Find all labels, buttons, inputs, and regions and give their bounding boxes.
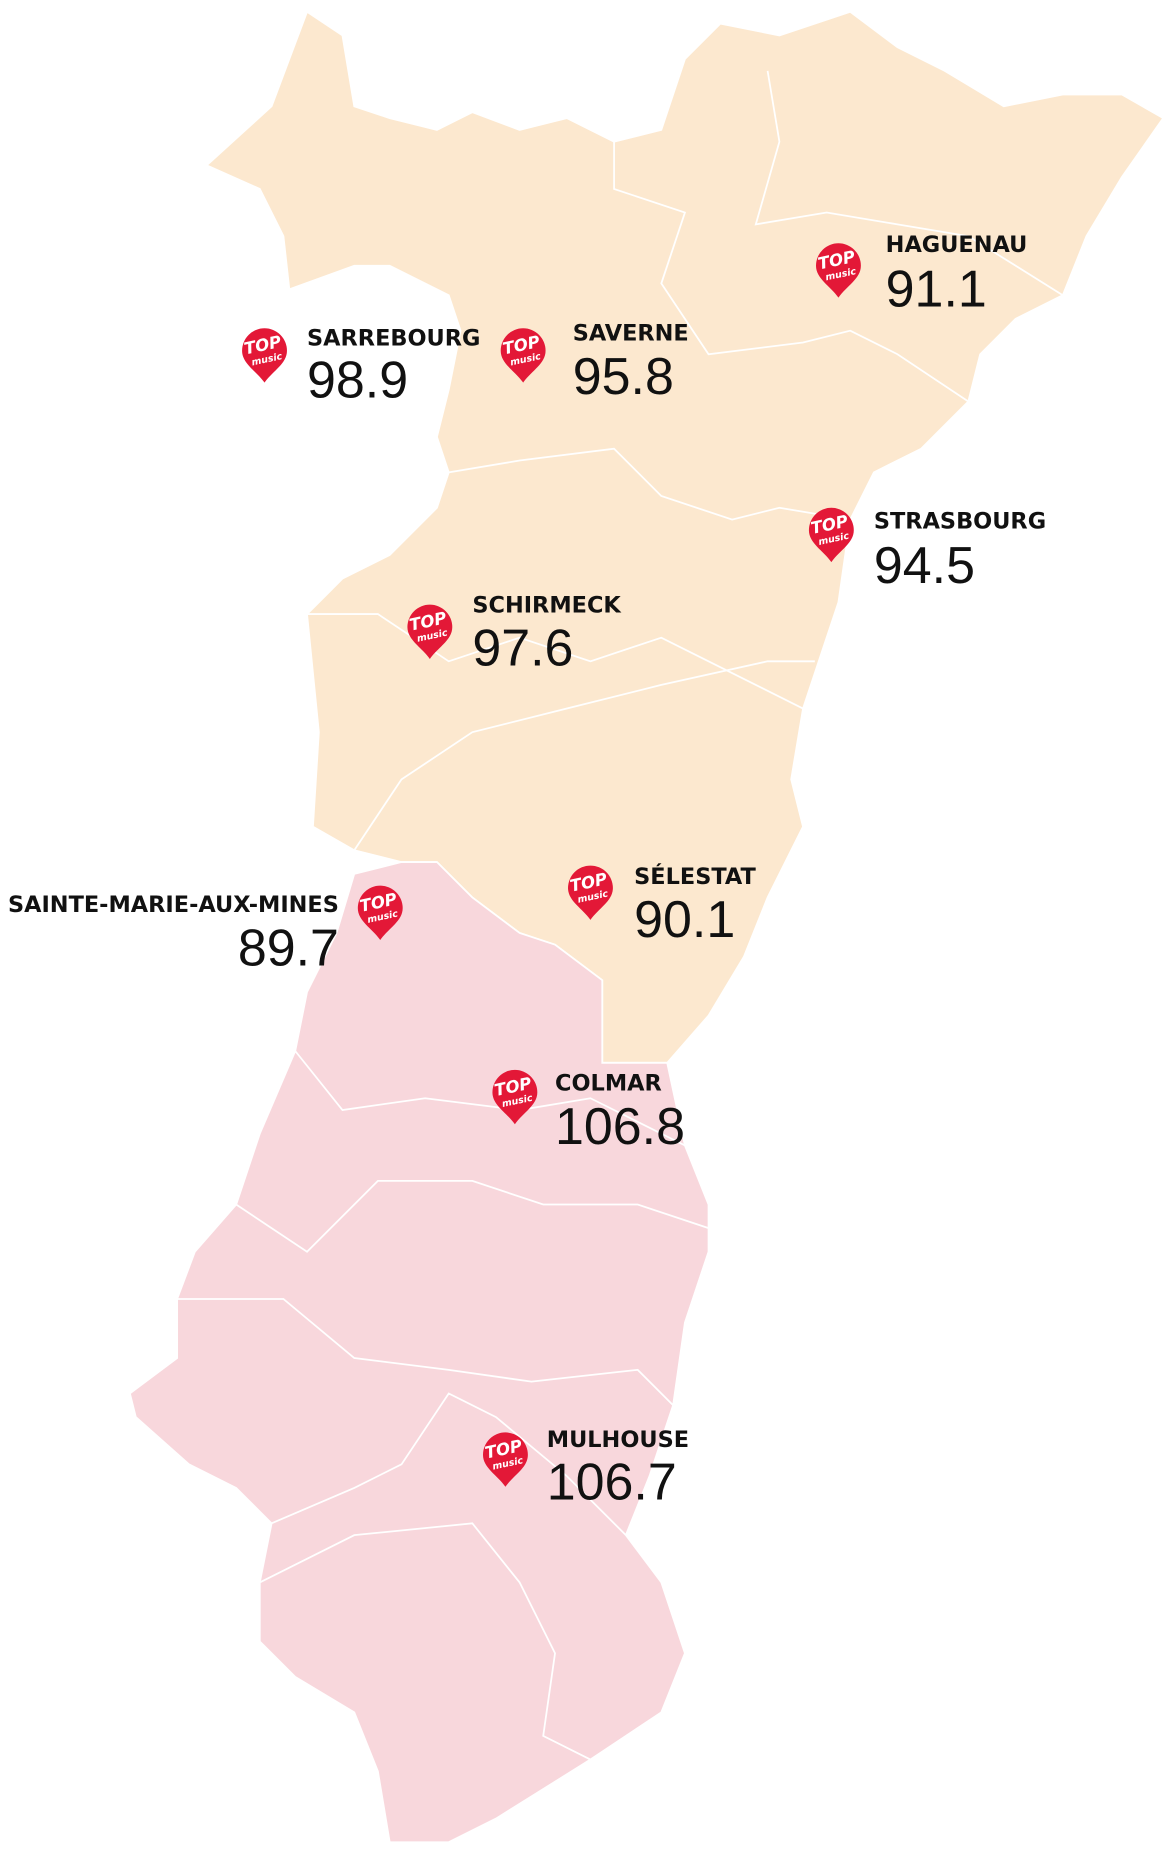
station-name: SÉLESTAT bbox=[634, 862, 756, 890]
pin-shape bbox=[242, 328, 287, 383]
station-name: SARREBOURG bbox=[307, 325, 480, 351]
station-frequency: 106.8 bbox=[555, 1098, 685, 1156]
station-frequency: 97.6 bbox=[472, 620, 573, 678]
station-name: HAGUENAU bbox=[886, 232, 1028, 258]
station-frequency: 106.7 bbox=[547, 1453, 677, 1511]
station-name: MULHOUSE bbox=[547, 1427, 689, 1453]
station-name: COLMAR bbox=[555, 1071, 662, 1097]
pin-shape bbox=[492, 1069, 538, 1125]
region-bas-rhin bbox=[205, 10, 1165, 1064]
station-frequency: 94.5 bbox=[874, 537, 975, 595]
station-name: SAINTE-MARIE-AUX-MINES bbox=[8, 892, 339, 918]
station-name: STRASBOURG bbox=[874, 508, 1046, 534]
station-frequency: 90.1 bbox=[634, 891, 735, 949]
station-frequency: 91.1 bbox=[886, 261, 987, 319]
station-name: SAVERNE bbox=[573, 321, 689, 347]
station-frequency: 95.8 bbox=[573, 348, 674, 406]
station-frequency: 98.9 bbox=[307, 352, 408, 410]
station-frequency: 89.7 bbox=[238, 920, 339, 978]
district-borders bbox=[177, 70, 1064, 1761]
pin-shape bbox=[482, 1432, 528, 1487]
station-name: SCHIRMECK bbox=[472, 592, 622, 618]
pin-shape bbox=[568, 865, 613, 920]
pin-shape bbox=[816, 243, 861, 298]
pin-shape bbox=[407, 604, 453, 659]
pin-shape bbox=[500, 328, 546, 383]
pin-shape bbox=[808, 507, 854, 563]
pin-shape bbox=[357, 885, 403, 940]
region-haut-rhin bbox=[128, 861, 710, 1844]
